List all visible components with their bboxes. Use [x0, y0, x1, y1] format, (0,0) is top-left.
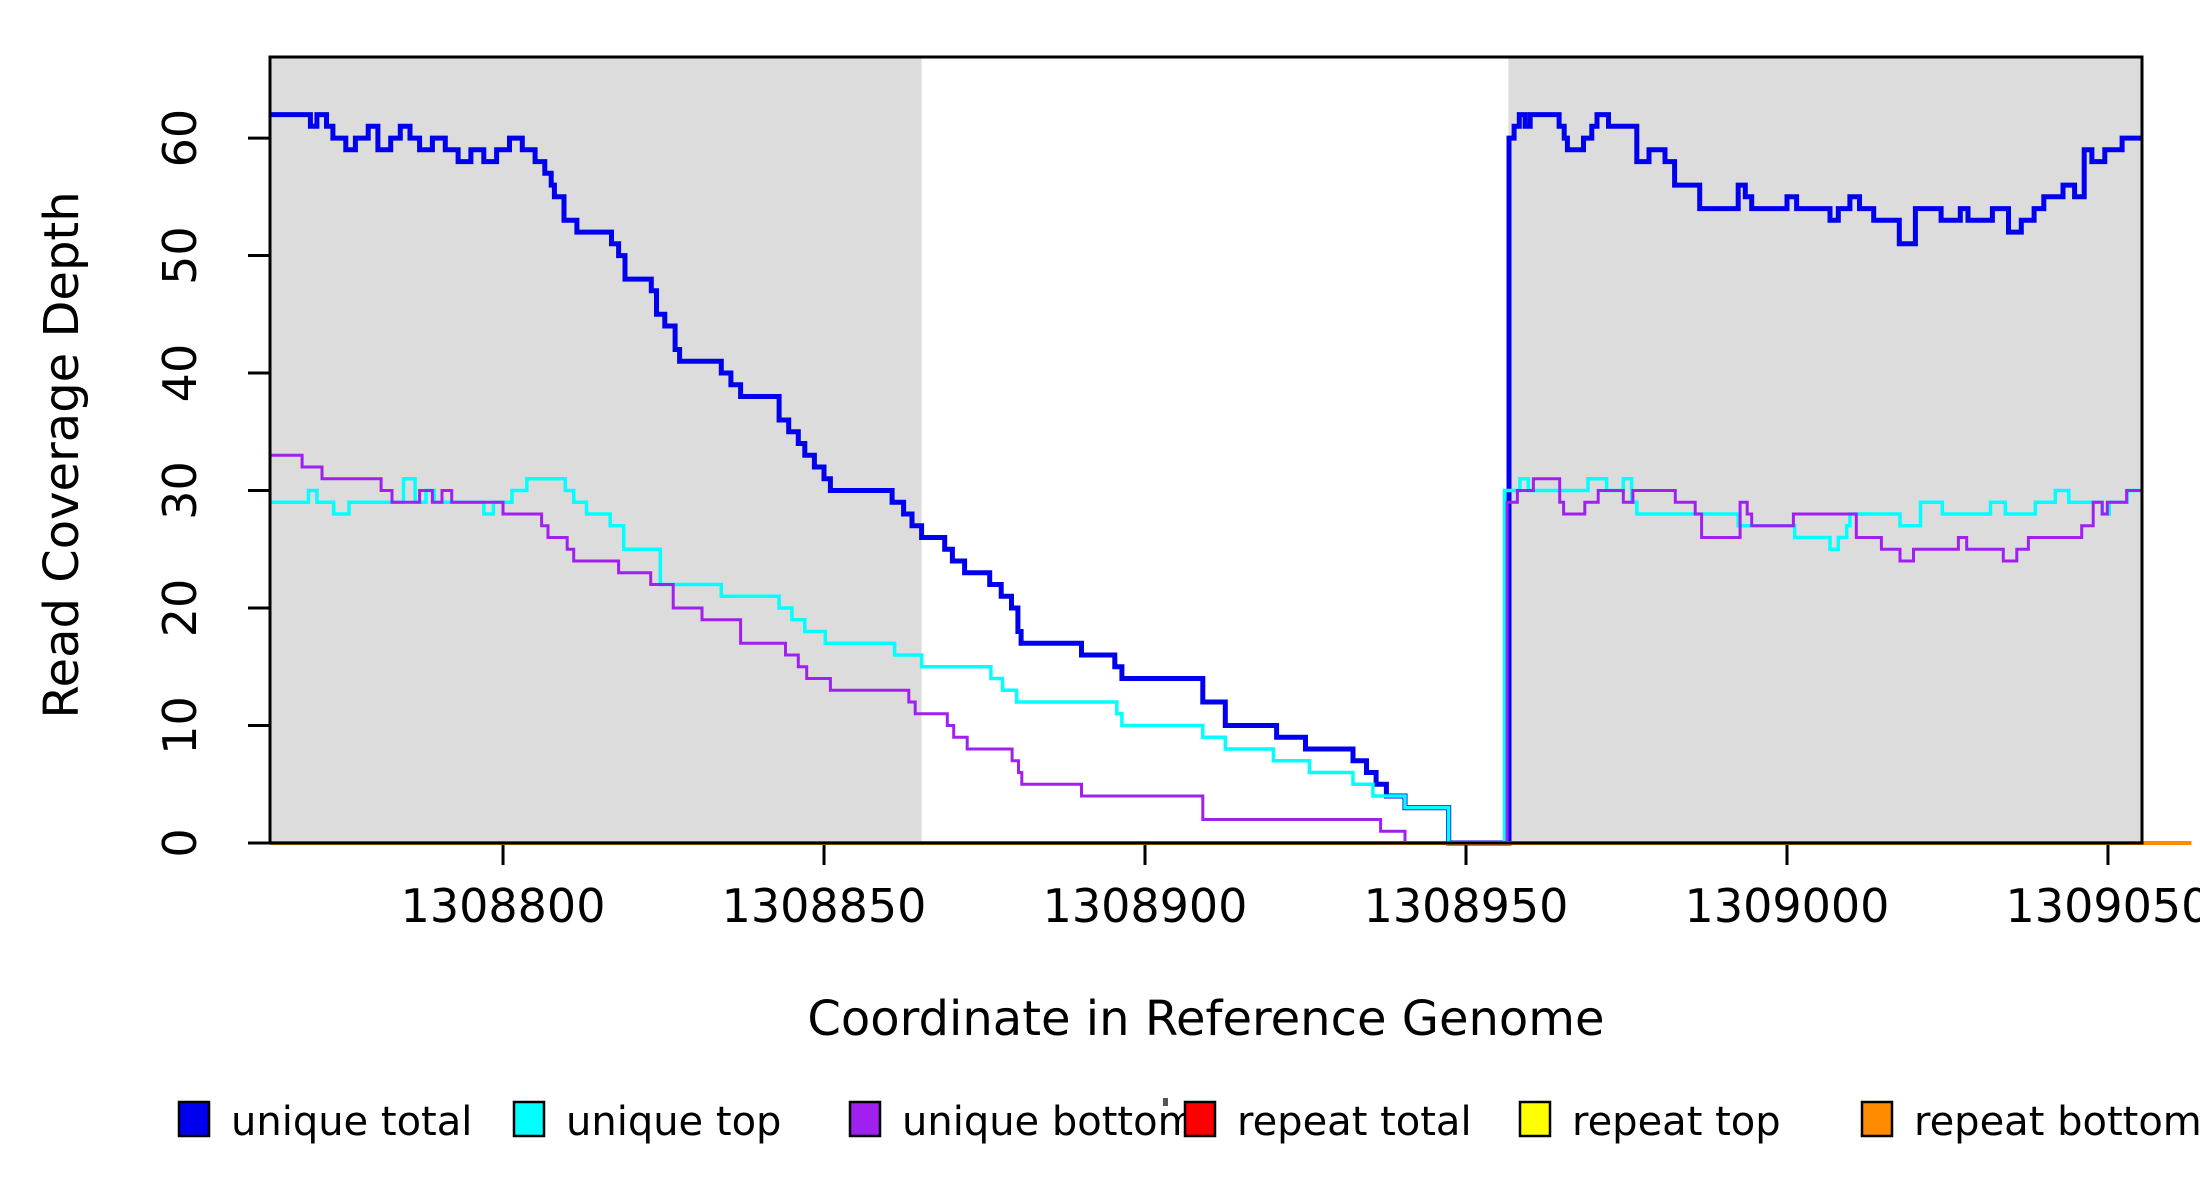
legend-item-unique-top: unique top: [512, 1099, 781, 1145]
y-tick-label: 0: [153, 828, 207, 857]
legend-label: repeat bottom: [1914, 1099, 2200, 1145]
legend-swatch: [1860, 1100, 1894, 1138]
x-tick-label: 1309000: [1685, 879, 1890, 933]
legend-item-repeat-bottom: repeat bottom: [1860, 1099, 2200, 1145]
legend-label: unique bottom: [902, 1099, 1197, 1145]
y-tick-label: 10: [153, 696, 207, 755]
legend-item-repeat-top: repeat top: [1518, 1099, 1781, 1145]
x-tick-label: 1308950: [1364, 879, 1569, 933]
x-tick-label: 1308800: [401, 879, 606, 933]
series-unique-total: [270, 112, 2142, 846]
series-unique-top: [270, 477, 2142, 845]
x-axis-title: Coordinate in Reference Genome: [807, 991, 1604, 1047]
x-tick-label: 1308900: [1043, 879, 1248, 933]
legend-swatch: [512, 1100, 546, 1138]
legend-swatch: [177, 1100, 211, 1138]
axis-ticks: 1308800 1308850 1308900 1308950 1309000 13090…: [153, 109, 2200, 933]
plot-border: [268, 55, 2144, 845]
legend-label: repeat total: [1237, 1099, 1472, 1145]
stray-mark: [1163, 1098, 1168, 1106]
x-tick-label: 1308850: [722, 879, 927, 933]
series-unique-bottom: [270, 453, 2142, 845]
y-tick-label: 20: [153, 579, 207, 638]
y-tick-label: 40: [153, 344, 207, 403]
shaded-region-1: [270, 57, 922, 843]
y-tick-label: 30: [153, 461, 207, 520]
legend-item-unique-total: unique total: [177, 1099, 472, 1145]
legend-label: unique top: [566, 1099, 781, 1145]
legend: unique total unique top unique bottom repea…: [177, 1099, 2200, 1145]
shaded-regions: [270, 57, 2142, 843]
legend-label: repeat top: [1572, 1099, 1781, 1145]
legend-item-repeat-total: repeat total: [1183, 1099, 1472, 1145]
legend-swatch: [1183, 1100, 1217, 1138]
legend-item-unique-bottom: unique bottom: [848, 1099, 1197, 1145]
x-tick-label: 1309050: [2006, 879, 2200, 933]
legend-swatch: [848, 1100, 882, 1138]
legend-label: unique total: [231, 1099, 472, 1145]
y-tick-label: 50: [153, 226, 207, 285]
y-axis-title: Read Coverage Depth: [34, 191, 90, 718]
shaded-region-2: [1508, 57, 2142, 843]
legend-swatch: [1518, 1100, 1552, 1138]
y-tick-label: 60: [153, 109, 207, 168]
